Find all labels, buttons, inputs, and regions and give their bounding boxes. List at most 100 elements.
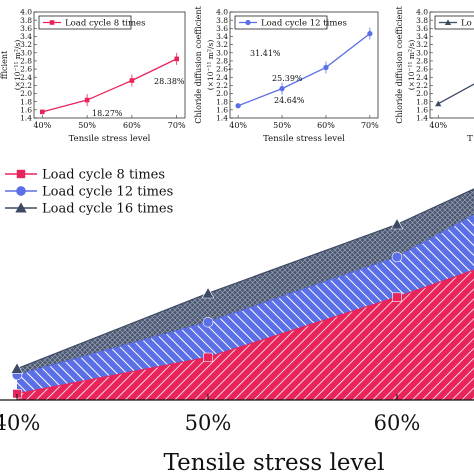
x-tick-label: 40% xyxy=(229,121,247,130)
y-tick-label: 1.4 xyxy=(416,114,428,123)
x-tick-label: 40% xyxy=(429,121,447,130)
main-plot-area xyxy=(10,188,474,400)
y-axis-unit: (×10⁻¹¹ m²/s) xyxy=(407,40,416,91)
y-tick-label: 2.8 xyxy=(416,57,428,66)
y-tick-label: 3.0 xyxy=(416,48,428,57)
data-point-marker xyxy=(84,97,90,103)
legend-frame xyxy=(38,15,132,30)
y-tick-label: 1.8 xyxy=(20,97,32,106)
y-tick-label: 3.8 xyxy=(416,16,428,25)
y-tick-label: 2.0 xyxy=(416,89,428,98)
y-tick-label: 2.4 xyxy=(416,73,428,82)
y-tick-label: 3.4 xyxy=(20,32,32,41)
legend-label: Load cycle 12 times xyxy=(42,185,173,200)
y-tick-label: 1.6 xyxy=(20,105,32,114)
legend-marker xyxy=(444,19,452,25)
data-point-marker xyxy=(201,286,215,299)
y-tick-label: 4.0 xyxy=(20,8,32,17)
legend-marker xyxy=(16,169,26,179)
y-tick-label: 2.0 xyxy=(216,89,228,98)
percent-annotation: 25.39% xyxy=(272,74,303,83)
y-tick-label: 3.0 xyxy=(20,48,32,57)
inset-chart-load-cycle-16: 1.41.61.82.02.22.42.62.83.03.23.43.63.84… xyxy=(395,5,474,144)
y-tick-label: 2.4 xyxy=(20,73,32,82)
percent-annotation: 18.27% xyxy=(92,109,123,118)
y-tick-label: 4.0 xyxy=(416,8,428,17)
y-axis-title: Chloride diffusion coefficient xyxy=(395,5,404,123)
y-tick-label: 2.8 xyxy=(216,57,228,66)
y-tick-label: 2.4 xyxy=(216,73,228,82)
data-point-marker xyxy=(203,352,213,362)
x-tick-label: 60% xyxy=(317,121,335,130)
inset-plot-frame xyxy=(33,11,186,119)
inset-legend: Load cycle 12 times xyxy=(234,15,347,30)
main-legend: Load cycle 8 times Load cycle 12 times Loa… xyxy=(2,165,173,217)
legend-label: Load cycle 12 times xyxy=(261,19,347,29)
series-line xyxy=(16,269,474,395)
data-point-marker xyxy=(435,100,442,107)
y-tick-label: 3.4 xyxy=(216,32,228,41)
y-tick-label: 2.2 xyxy=(216,81,228,90)
inset-chart-load-cycle-8: 1.41.61.82.02.22.42.62.83.03.23.43.63.84… xyxy=(0,8,259,144)
series-line xyxy=(42,58,177,113)
x-tick-label: 50% xyxy=(273,121,291,130)
x-tick-label: 70% xyxy=(168,121,186,130)
y-tick-label: 3.0 xyxy=(216,48,228,57)
percent-annotation: 28.38% xyxy=(154,77,185,86)
inset-legend: Load cycle 8 times xyxy=(38,15,145,30)
x-axis-title: Tensile stress level xyxy=(69,134,151,144)
y-tick-label: 1.4 xyxy=(20,114,32,123)
y-tick-label: 4.0 xyxy=(216,8,228,17)
x-tick-label: 40% xyxy=(0,411,40,435)
y-tick-label: 2.0 xyxy=(20,89,32,98)
y-axis-title: Chloride diffusion coefficient xyxy=(194,5,203,123)
x-tick-label: 40% xyxy=(33,121,51,130)
inset-plot-frame xyxy=(429,11,474,119)
y-axis-unit: (×10⁻¹¹ m²/s) xyxy=(206,40,215,91)
y-tick-label: 3.4 xyxy=(416,32,428,41)
x-axis-title: Tensile stress level xyxy=(263,134,345,144)
y-tick-label: 3.8 xyxy=(216,16,228,25)
inset-chart-load-cycle-12: 1.41.61.82.02.22.42.62.83.03.23.43.63.84… xyxy=(194,5,379,144)
y-tick-label: 1.8 xyxy=(216,97,228,106)
data-point-marker xyxy=(40,109,45,115)
main-area-chart: 40% 50% 60% Tensile stress level Load cycle … xyxy=(0,165,474,474)
data-point-marker xyxy=(235,103,241,109)
percent-annotation: 31.41% xyxy=(250,49,281,58)
series-line xyxy=(16,188,474,370)
legend-label: Load cycle 8 times xyxy=(42,168,165,183)
series-line xyxy=(437,83,474,105)
y-axis-unit: (×10⁻¹¹ m²/s) xyxy=(13,40,22,91)
legend-marker xyxy=(16,186,26,196)
data-point-marker xyxy=(391,251,403,263)
legend-marker xyxy=(49,20,55,25)
y-tick-label: 2.6 xyxy=(416,65,428,74)
y-tick-label: 2.8 xyxy=(20,57,32,66)
inset-plot-frame xyxy=(229,11,379,119)
series-line xyxy=(16,214,474,376)
percent-annotation: 24.64% xyxy=(274,96,305,105)
y-tick-label: 3.6 xyxy=(416,24,428,33)
x-tick-label: 60% xyxy=(374,411,421,435)
y-tick-label: 3.2 xyxy=(20,40,32,49)
y-tick-label: 3.6 xyxy=(216,24,228,33)
x-axis-title: Tensile stress level xyxy=(164,450,385,474)
y-tick-label: 1.6 xyxy=(216,105,228,114)
x-axis-title: T xyxy=(467,134,473,144)
y-tick-label: 3.2 xyxy=(216,40,228,49)
data-point-marker xyxy=(323,64,329,71)
y-axis-title: fficient xyxy=(0,50,9,79)
y-tick-label: 1.8 xyxy=(416,97,428,106)
legend-label: Load cycle 16 times xyxy=(42,202,173,217)
y-tick-label: 3.8 xyxy=(20,16,32,25)
series-line xyxy=(237,33,371,107)
x-tick-label: 70% xyxy=(361,121,379,130)
x-tick-label: 60% xyxy=(123,121,141,130)
data-point-marker xyxy=(10,362,24,374)
legend-marker xyxy=(245,19,251,26)
y-tick-label: 2.6 xyxy=(20,65,32,74)
data-point-marker xyxy=(367,30,373,37)
data-point-marker xyxy=(202,316,214,328)
y-tick-label: 1.6 xyxy=(416,105,428,114)
